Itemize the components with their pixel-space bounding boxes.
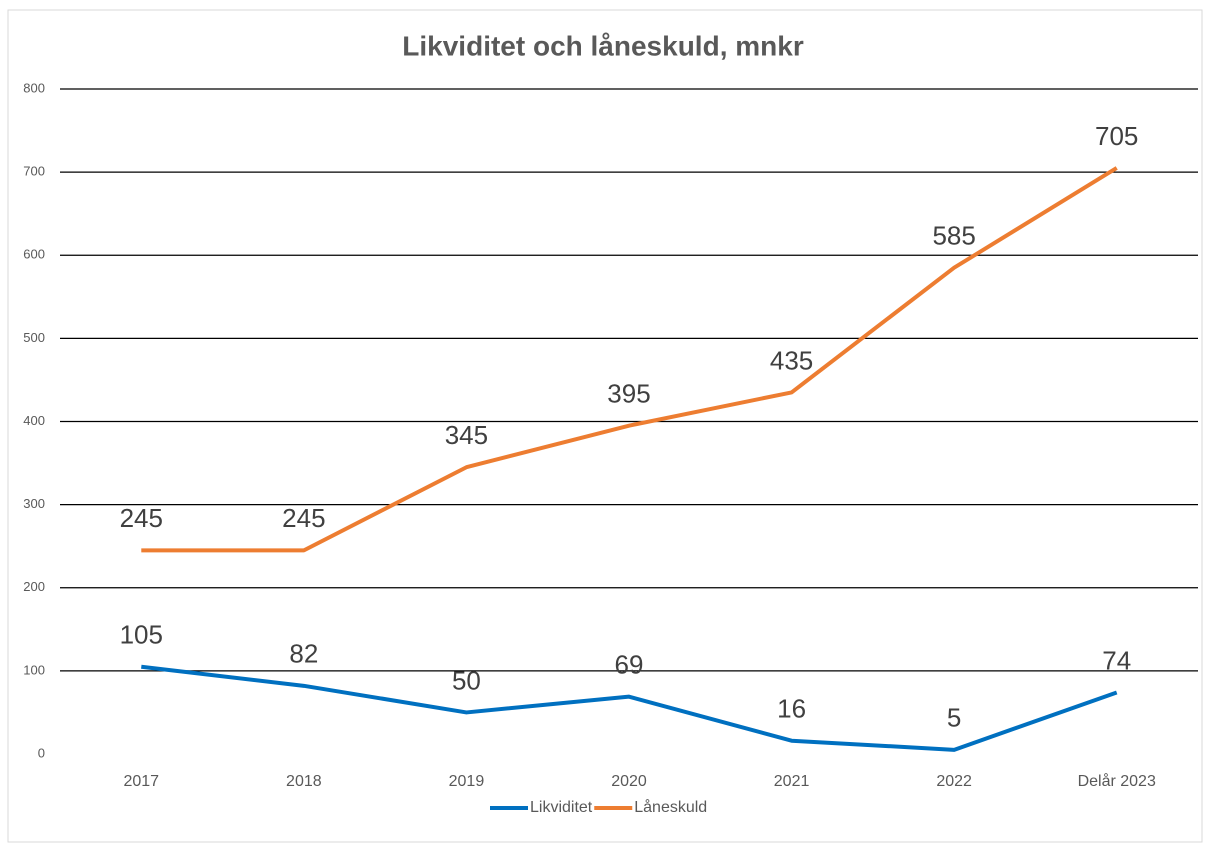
y-tick-label: 0 — [38, 745, 45, 760]
x-tick-label: 2020 — [611, 773, 647, 790]
x-tick-label: 2022 — [936, 773, 972, 790]
x-tick-label: Delår 2023 — [1078, 772, 1156, 790]
data-label: 16 — [777, 694, 806, 724]
y-tick-label: 300 — [23, 496, 45, 511]
data-label: 5 — [947, 703, 961, 733]
data-label: 245 — [120, 503, 163, 533]
data-label: 435 — [770, 345, 813, 375]
y-tick-label: 400 — [23, 413, 45, 428]
line-series — [141, 664, 1118, 752]
data-label: 345 — [445, 420, 488, 450]
legend-label: Låneskuld — [634, 798, 707, 816]
x-tick-label: 2021 — [774, 773, 810, 790]
data-label: 245 — [282, 503, 325, 533]
line-series — [141, 166, 1118, 553]
y-tick-label: 500 — [23, 330, 45, 345]
chart-border — [7, 9, 1203, 843]
x-tick-label: 2019 — [449, 773, 485, 790]
data-label: 74 — [1102, 645, 1131, 675]
data-label: 585 — [932, 221, 975, 251]
y-tick-label: 700 — [23, 164, 45, 179]
data-label: 82 — [289, 639, 318, 669]
data-label: 105 — [120, 620, 163, 650]
y-tick-label: 200 — [23, 579, 45, 594]
chart-title: Likviditet och låneskuld, mnkr — [402, 30, 804, 61]
x-tick-label: 2017 — [123, 773, 159, 790]
data-label: 395 — [607, 379, 650, 409]
data-label: 69 — [615, 650, 644, 680]
data-label: 705 — [1095, 121, 1138, 151]
y-tick-label: 100 — [23, 662, 45, 677]
y-tick-label: 800 — [23, 80, 45, 95]
legend-label: Likviditet — [530, 799, 593, 816]
x-tick-label: 2018 — [286, 773, 322, 790]
y-tick-label: 600 — [23, 247, 45, 262]
data-label: 50 — [452, 665, 481, 695]
